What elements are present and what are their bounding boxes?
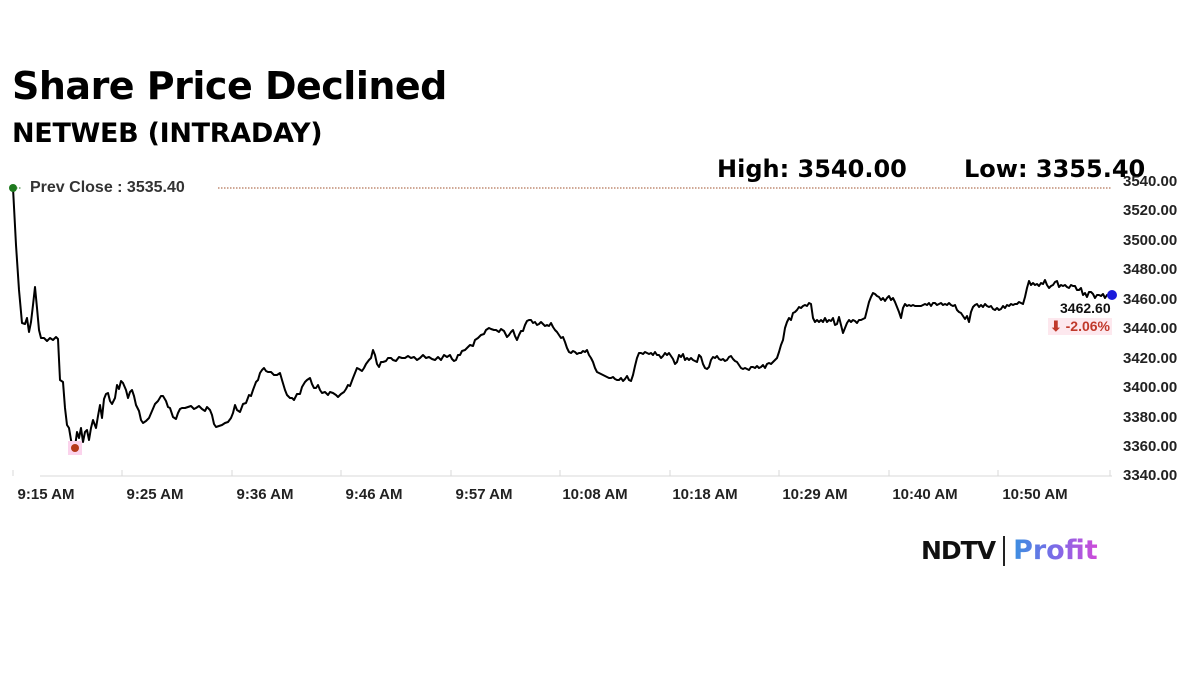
y-tick: 3360.00 [1123,438,1178,455]
low-label: Low: 3355.40 [964,155,1146,183]
logo-divider [1003,535,1006,566]
x-tick: 9:36 AM [236,486,294,503]
y-tick: 3480.00 [1123,261,1178,278]
last-price-label: 3462.60 [1060,300,1111,316]
y-tick: 3500.00 [1123,232,1178,249]
last-price-marker [1107,290,1117,300]
x-tick: 9:25 AM [126,486,184,503]
chart-title: Share Price Declined [12,64,447,108]
x-tick: 10:40 AM [892,486,958,503]
y-tick: 3520.00 [1123,202,1178,219]
y-tick: 3340.00 [1123,467,1178,484]
y-tick: 3460.00 [1123,291,1178,308]
low-marker [71,444,79,452]
x-tick: 10:08 AM [562,486,628,503]
price-line [12,187,1110,450]
high-label: High: 3540.00 [717,155,907,183]
x-tick: 10:18 AM [672,486,738,503]
x-tick: 10:50 AM [1002,486,1068,503]
y-tick: 3380.00 [1123,409,1178,426]
x-tick: 10:29 AM [782,486,848,503]
x-tick: 9:46 AM [345,486,403,503]
y-tick: 3540.00 [1123,173,1178,190]
chart-subtitle: NETWEB (INTRADAY) [12,118,323,149]
ndtv-profit-logo: NDTV Profit [921,535,1098,566]
x-tick: 9:15 AM [17,486,75,503]
prev-close-marker [9,184,17,192]
ndtv-wordmark: NDTV [921,536,996,565]
y-tick: 3420.00 [1123,350,1178,367]
x-axis-ticks [12,470,1111,476]
change-percent-badge: ⬇ -2.06% [1048,318,1112,335]
prev-close-label: Prev Close : 3535.40 [30,179,185,196]
y-tick: 3400.00 [1123,379,1178,396]
profit-wordmark: Profit [1013,535,1098,566]
x-tick: 9:57 AM [455,486,513,503]
y-tick: 3440.00 [1123,320,1178,337]
